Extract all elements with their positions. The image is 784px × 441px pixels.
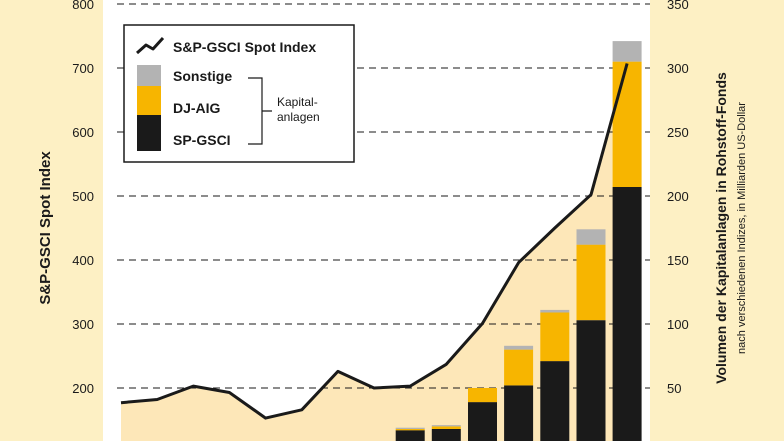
bar-13-dj-aig bbox=[576, 244, 606, 321]
bar-12-sonstige bbox=[540, 309, 570, 313]
bar-14-dj-aig bbox=[612, 61, 642, 187]
right-tick-label-350: 350 bbox=[667, 0, 689, 12]
bar-14-sonstige bbox=[612, 41, 642, 62]
left-tick-label-800: 800 bbox=[72, 0, 94, 12]
right-tick-label-200: 200 bbox=[667, 189, 689, 204]
right-tick-label-100: 100 bbox=[667, 317, 689, 332]
bar-9-dj-aig bbox=[431, 426, 461, 429]
index-line bbox=[120, 63, 629, 420]
legend-box bbox=[123, 24, 355, 163]
bar-12-dj-aig bbox=[540, 312, 570, 362]
left-axis-label: S&P-GSCI Spot Index bbox=[37, 151, 54, 305]
left-tick-label-200: 200 bbox=[72, 381, 94, 396]
bar-11-sp-gsci bbox=[504, 385, 534, 441]
legend-line-icon bbox=[136, 36, 165, 55]
bar-10-sp-gsci bbox=[468, 402, 497, 441]
bar-9-sonstige bbox=[431, 425, 461, 427]
legend-label-sp-gsci: SP-GSCI bbox=[173, 132, 231, 148]
bar-8-sonstige bbox=[395, 427, 425, 429]
bar-9-sp-gsci bbox=[431, 429, 461, 441]
legend-swatch-sp-gsci bbox=[137, 115, 161, 151]
left-tick-label-400: 400 bbox=[72, 253, 94, 268]
bar-13-sonstige bbox=[576, 229, 606, 245]
legend-note-line1: Kapital- bbox=[277, 95, 318, 109]
bar-11-dj-aig bbox=[504, 349, 534, 386]
left-tick-label-300: 300 bbox=[72, 317, 94, 332]
bar-12-sp-gsci bbox=[540, 361, 570, 441]
bar-10-dj-aig bbox=[468, 388, 497, 403]
right-tick-label-50: 50 bbox=[667, 381, 681, 396]
right-axis-label: Volumen der Kapitalanlagen in Rohstoff-F… bbox=[713, 72, 729, 384]
right-axis-ticks: 50 100 150 200 250 300 350 bbox=[667, 0, 689, 396]
legend-swatch-dj-aig bbox=[137, 86, 161, 115]
bar-8-sp-gsci bbox=[395, 430, 425, 441]
legend-label-sonstige: Sonstige bbox=[173, 68, 232, 84]
bar-14-sp-gsci bbox=[612, 187, 642, 441]
left-tick-label-600: 600 bbox=[72, 125, 94, 140]
left-tick-label-500: 500 bbox=[72, 189, 94, 204]
legend-label-dj-aig: DJ-AIG bbox=[173, 100, 221, 116]
right-tick-label-150: 150 bbox=[667, 253, 689, 268]
left-axis-ticks: 200 300 400 500 600 700 800 bbox=[72, 0, 94, 396]
stacked-bars bbox=[395, 41, 642, 441]
legend-swatch-sonstige bbox=[137, 65, 161, 86]
legend-note-line2: anlagen bbox=[277, 110, 320, 124]
bar-13-sp-gsci bbox=[576, 320, 606, 441]
bar-11-sonstige bbox=[504, 345, 534, 350]
index-area-fill bbox=[121, 63, 628, 441]
right-axis-sublabel: nach verschiedenen Indizes, in Milliarde… bbox=[736, 102, 748, 354]
right-tick-label-250: 250 bbox=[667, 125, 689, 140]
right-tick-label-300: 300 bbox=[667, 61, 689, 76]
legend: S&P-GSCI Spot Index Sonstige DJ-AIG SP-G… bbox=[123, 24, 355, 163]
legend-label-index: S&P-GSCI Spot Index bbox=[173, 39, 316, 55]
left-tick-label-700: 700 bbox=[72, 61, 94, 76]
legend-bracket bbox=[248, 77, 272, 145]
bar-8-dj-aig bbox=[395, 429, 425, 431]
grid-lines bbox=[117, 3, 650, 389]
